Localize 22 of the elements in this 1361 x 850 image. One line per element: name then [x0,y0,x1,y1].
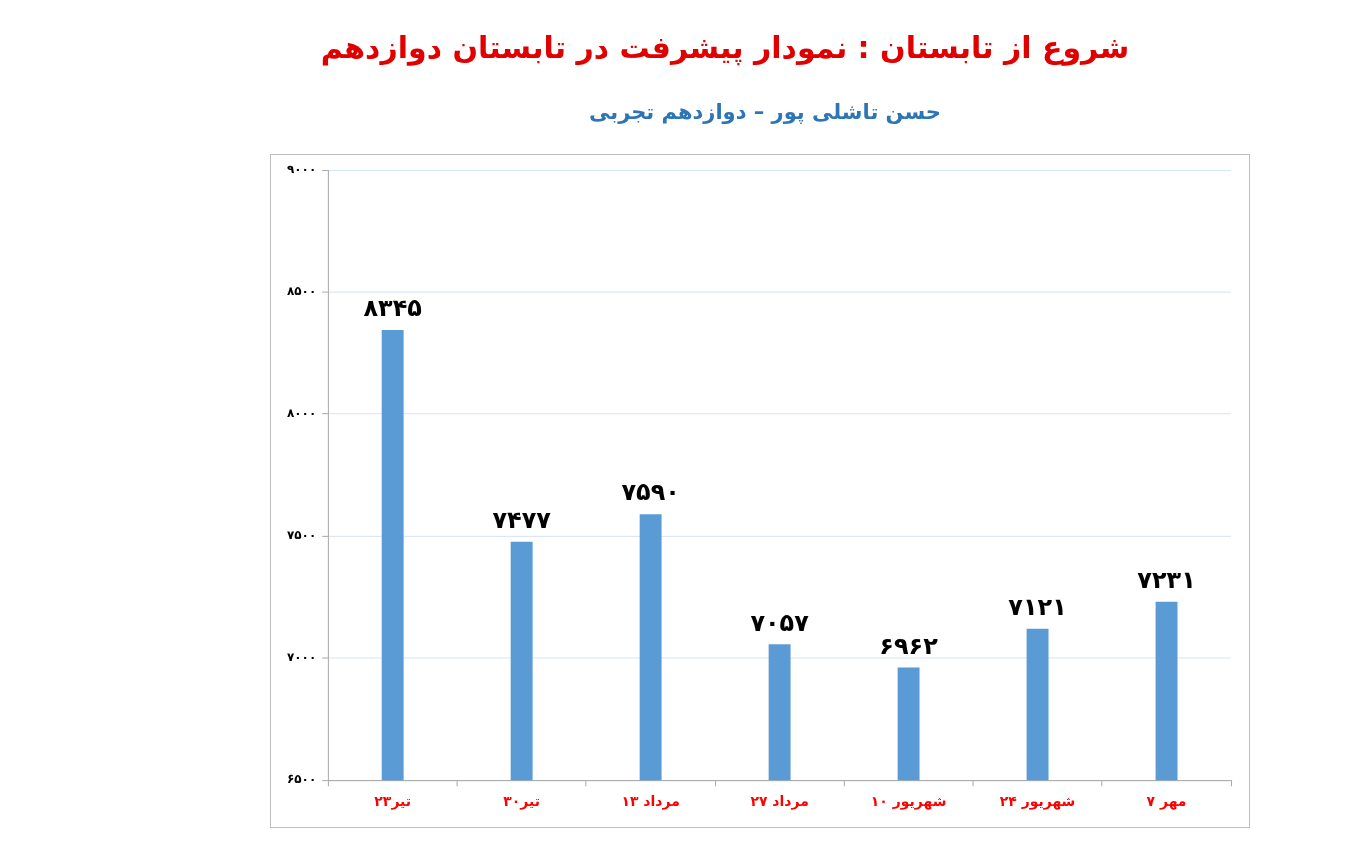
data-label: ۷۵۹۰ [621,478,680,507]
chart-subtitle: حسن تاشلی پور – دوازدهم تجربی [588,100,942,124]
data-label: ۷۰۵۷ [750,608,810,637]
data-label: ۸۳۴۵ [363,294,422,323]
y-tick-label: ۷۵۰۰ [287,528,317,543]
data-label: ۶۹۶۲ [879,631,939,660]
x-tick-label: ۷ مهر [1146,793,1187,811]
x-tick-label: ۱۰ شهریور [870,793,947,811]
y-tick-label: ۷۰۰۰ [287,650,317,665]
data-label: ۷۱۲۱ [1008,593,1067,621]
y-tick-label: ۸۰۰۰ [287,406,317,421]
chart-title: شروع از تابستان : نمودار پیشرفت در تابستان دوازدهم [319,30,1131,65]
x-tick-label: ۳۰تیر [503,793,540,811]
data-label: ۷۴۷۷ [492,506,552,535]
x-tick-label: ۲۳تیر [374,793,412,811]
y-tick-label: ۹۰۰۰ [287,162,317,177]
y-tick-label: ۸۵۰۰ [287,284,317,299]
data-label: ۷۲۳۱ [1137,566,1196,595]
x-tick-label: ۲۴ شهریور [999,793,1076,811]
y-tick-label: ۶۵۰۰ [287,772,317,787]
x-tick-label: ۱۳ مرداد [621,793,680,811]
x-tick-label: ۲۷ مرداد [750,793,809,811]
